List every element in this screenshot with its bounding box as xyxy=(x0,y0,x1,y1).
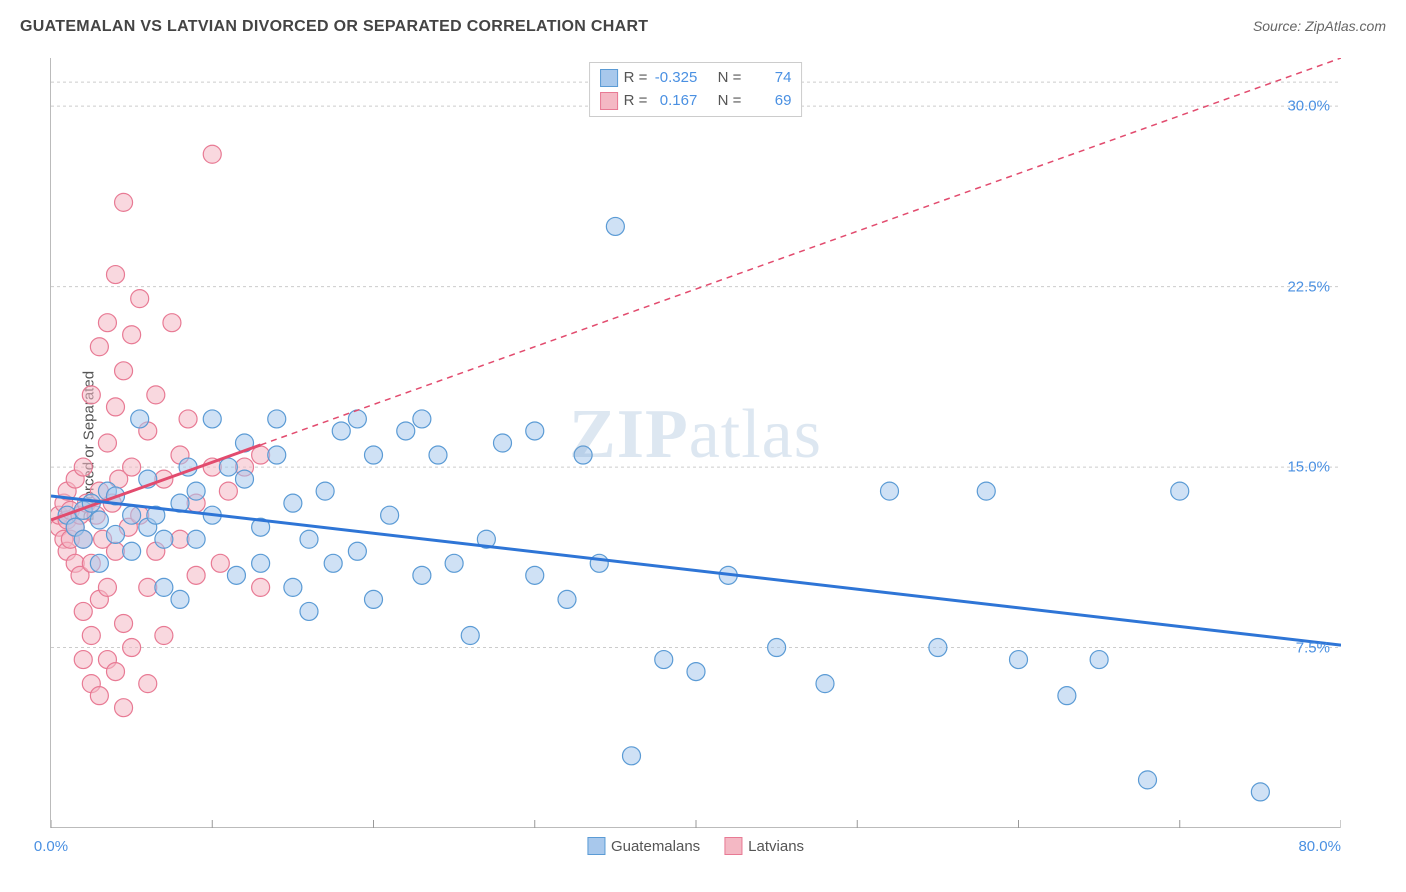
y-tick-label: 15.0% xyxy=(1287,459,1330,476)
y-tick-label: 7.5% xyxy=(1296,639,1330,656)
chart-svg xyxy=(51,58,1341,828)
swatch-latvians xyxy=(600,92,618,110)
stats-row-latvians: R = 0.167 N = 69 xyxy=(600,90,792,113)
swatch-guatemalans-bottom xyxy=(587,837,605,855)
chart-title: GUATEMALAN VS LATVIAN DIVORCED OR SEPARA… xyxy=(20,18,648,35)
source-label: Source: ZipAtlas.com xyxy=(1253,18,1386,34)
x-tick-label: 0.0% xyxy=(34,838,68,855)
r-value-guatemalans: -0.325 xyxy=(653,67,697,90)
n-value-guatemalans: 74 xyxy=(747,67,791,90)
stats-row-guatemalans: R = -0.325 N = 74 xyxy=(600,67,792,90)
r-value-latvians: 0.167 xyxy=(653,90,697,113)
y-tick-label: 22.5% xyxy=(1287,278,1330,295)
legend-item-latvians: Latvians xyxy=(724,837,804,855)
swatch-latvians-bottom xyxy=(724,837,742,855)
x-tick-label: 80.0% xyxy=(1298,838,1341,855)
legend-item-guatemalans: Guatemalans xyxy=(587,837,700,855)
y-tick-label: 30.0% xyxy=(1287,98,1330,115)
n-value-latvians: 69 xyxy=(747,90,791,113)
plot-area: ZIPatlas R = -0.325 N = 74 R = 0.167 N =… xyxy=(50,58,1340,828)
bottom-legend: Guatemalans Latvians xyxy=(587,837,804,855)
swatch-guatemalans xyxy=(600,69,618,87)
stats-legend: R = -0.325 N = 74 R = 0.167 N = 69 xyxy=(589,62,803,117)
